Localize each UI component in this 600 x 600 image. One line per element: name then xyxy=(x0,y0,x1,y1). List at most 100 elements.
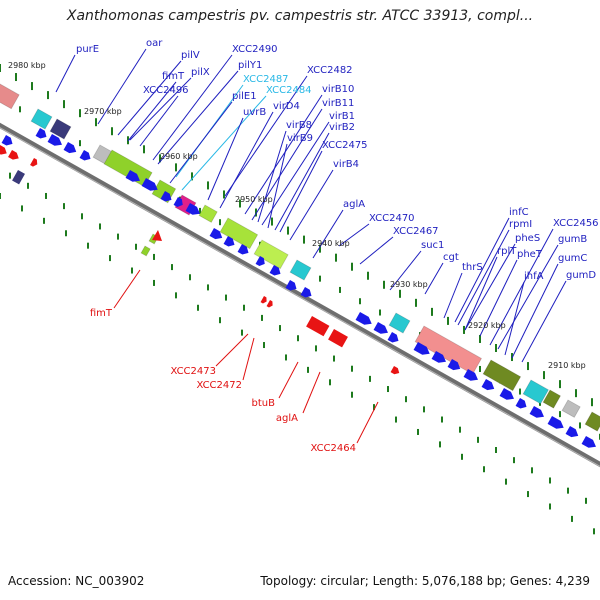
feature-block xyxy=(219,217,259,250)
callout-line xyxy=(279,150,323,233)
gene-label-virB4[interactable]: virB4 xyxy=(333,159,359,170)
cds-arrow xyxy=(481,379,495,391)
gene-label-XCC2487[interactable]: XCC2487 xyxy=(243,74,289,85)
cds-arrow xyxy=(35,128,47,139)
gene-label-virB10[interactable]: virB10 xyxy=(322,84,354,95)
gene-label-reverse-XCC2473[interactable]: XCC2473 xyxy=(170,366,216,377)
callout-line xyxy=(278,361,299,399)
callout-line xyxy=(356,401,379,444)
gene-label-uvrB[interactable]: uvrB xyxy=(243,107,266,118)
gene-label-virB8[interactable]: virB8 xyxy=(286,120,312,131)
callout-line xyxy=(464,243,516,331)
callout-line xyxy=(113,269,141,309)
callout-line xyxy=(157,70,239,165)
feature-block xyxy=(522,379,549,405)
callout-line xyxy=(479,259,518,337)
callout-line xyxy=(219,111,274,209)
gene-label-reverse-XCC2472[interactable]: XCC2472 xyxy=(196,380,242,391)
reverse-cds-arrow xyxy=(266,300,273,308)
gene-label-XCC2475[interactable]: XCC2475 xyxy=(322,140,368,151)
gene-label-thrS[interactable]: thrS xyxy=(462,262,483,273)
callout-line xyxy=(312,209,344,259)
callout-line xyxy=(389,250,422,291)
callout-line xyxy=(454,217,510,323)
genome-backbone xyxy=(0,122,600,468)
gene-label-virB11[interactable]: virB11 xyxy=(322,98,354,109)
cds-arrow xyxy=(355,312,372,325)
feature-block xyxy=(561,399,581,418)
cds-arrow xyxy=(431,351,446,363)
gene-label-pheT[interactable]: pheT xyxy=(517,249,543,260)
gene-label-cgt[interactable]: cgt xyxy=(443,252,459,263)
cds-arrow xyxy=(255,256,265,267)
gene-label-virB1[interactable]: virB1 xyxy=(329,111,355,122)
gene-label-rplT[interactable]: rplT xyxy=(497,246,517,257)
callout-line xyxy=(242,337,255,381)
callout-line xyxy=(169,101,233,184)
cds-arrow xyxy=(387,332,399,343)
callout-line xyxy=(302,371,321,414)
gene-label-gumD[interactable]: gumD xyxy=(566,270,596,281)
gene-label-aglA[interactable]: aglA xyxy=(343,199,365,210)
gene-label-infC[interactable]: infC xyxy=(509,207,529,218)
cds-arrow xyxy=(185,203,200,215)
reverse-cds-arrow xyxy=(390,366,400,375)
gene-label-suc1[interactable]: suc1 xyxy=(421,240,444,251)
gene-label-XCC2470[interactable]: XCC2470 xyxy=(369,213,415,224)
kbp-marker-label: 2960 kbp xyxy=(160,152,198,161)
callout-line xyxy=(424,262,444,295)
cds-arrow xyxy=(160,191,172,202)
gene-label-fimT[interactable]: fimT xyxy=(162,71,185,82)
callout-line xyxy=(521,280,567,363)
gene-label-gumB[interactable]: gumB xyxy=(558,234,587,245)
kbp-scale: 2980 kbp 2970 kbp 2960 kbp 2950 kbp 2940 kbp… xyxy=(8,61,586,370)
gene-label-XCC2456[interactable]: XCC2456 xyxy=(553,218,599,229)
gene-label-XCC2484[interactable]: XCC2484 xyxy=(266,85,312,96)
cds-arrow xyxy=(285,280,297,291)
callout-line xyxy=(129,77,192,141)
gene-label-rpmI[interactable]: rpmI xyxy=(509,219,532,230)
gene-label-virD4[interactable]: virD4 xyxy=(273,101,300,112)
gene-label-XCC2490[interactable]: XCC2490 xyxy=(232,44,278,55)
gene-label-ihfA[interactable]: ihfA xyxy=(524,271,544,282)
cds-arrow xyxy=(1,135,13,146)
gene-label-pilY1[interactable]: pilY1 xyxy=(238,60,262,71)
gene-label-virB9[interactable]: virB9 xyxy=(287,133,313,144)
gene-label-purE[interactable]: purE xyxy=(76,44,99,55)
gene-label-oar[interactable]: oar xyxy=(146,38,163,49)
kbp-marker-label: 2980 kbp xyxy=(8,61,46,70)
gene-label-pilX[interactable]: pilX xyxy=(191,67,210,78)
gene-label-pilV[interactable]: pilV xyxy=(181,50,200,61)
gene-label-pheS[interactable]: pheS xyxy=(515,233,540,244)
cds-arrow xyxy=(79,150,91,161)
callout-line xyxy=(497,244,559,350)
backbone-highlight xyxy=(0,127,600,467)
gene-label-XCC2496[interactable]: XCC2496 xyxy=(143,85,189,96)
kbp-marker-label: 2920 kbp xyxy=(468,321,506,330)
gene-label-gumC[interactable]: gumC xyxy=(558,253,587,264)
callout-line xyxy=(289,169,334,241)
genome-summary-text: Topology: circular; Length: 5,076,188 bp… xyxy=(260,574,590,588)
cds-arrow xyxy=(565,426,579,438)
feature-block xyxy=(30,108,53,130)
gene-label-reverse-aglA[interactable]: aglA xyxy=(276,413,298,424)
cds-arrow xyxy=(63,142,77,154)
gene-label-pilE1[interactable]: pilE1 xyxy=(232,91,257,102)
feature-block xyxy=(140,245,151,257)
gene-label-reverse-fimT[interactable]: fimT xyxy=(90,308,113,319)
feature-block xyxy=(482,359,522,392)
kbp-marker-label: 2930 kbp xyxy=(390,280,428,289)
feature-block xyxy=(289,259,312,281)
callout-line xyxy=(274,132,330,231)
cds-arrow xyxy=(581,436,596,448)
kbp-marker-label: 2970 kbp xyxy=(84,107,122,116)
gene-label-virB2[interactable]: virB2 xyxy=(329,122,355,133)
callout-line xyxy=(152,54,233,161)
cds-arrow xyxy=(300,287,312,298)
feature-block xyxy=(388,312,411,334)
gene-label-reverse-XCC2464[interactable]: XCC2464 xyxy=(310,443,356,454)
gene-label-XCC2482[interactable]: XCC2482 xyxy=(307,65,353,76)
gene-label-reverse-btuB[interactable]: btuB xyxy=(252,398,276,409)
gene-label-XCC2467[interactable]: XCC2467 xyxy=(393,226,439,237)
